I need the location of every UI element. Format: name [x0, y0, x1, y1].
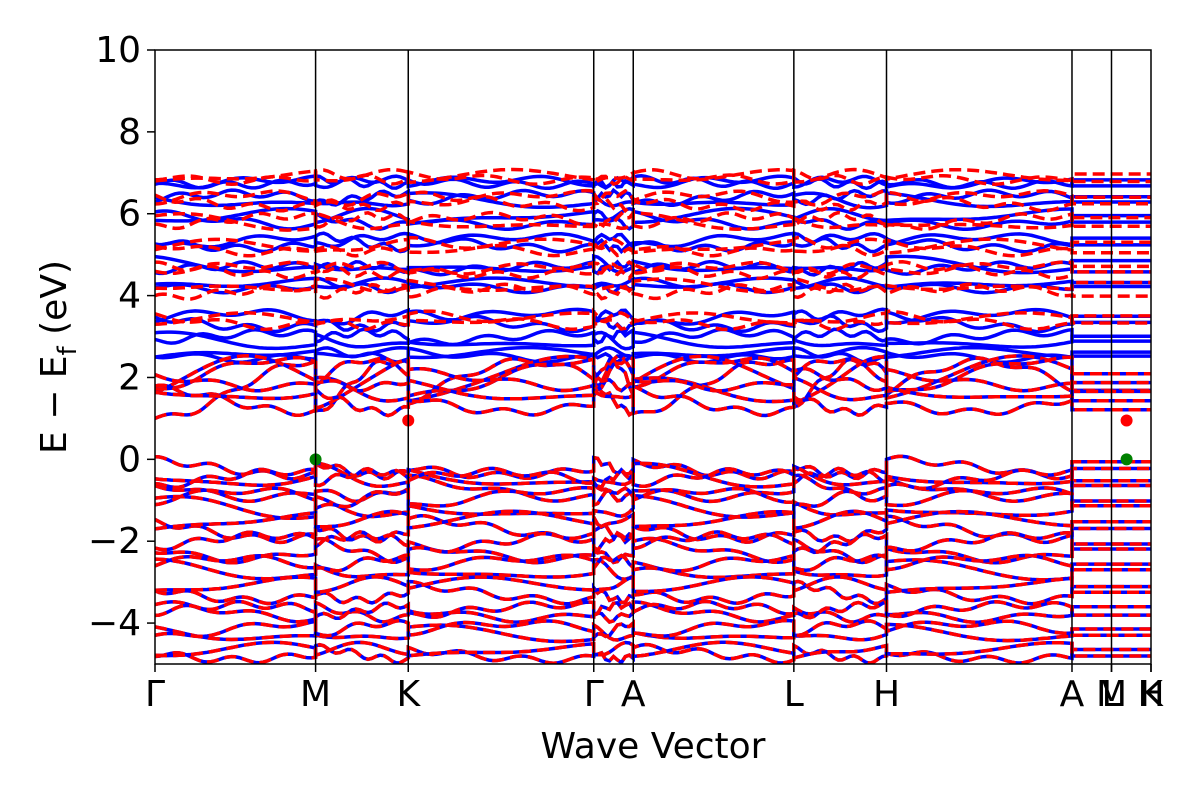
y-axis-label-main: E − E [34, 355, 75, 454]
x-axis-label: Wave Vector [541, 726, 766, 767]
spin-down-band-line [155, 211, 1151, 232]
x-tick-label: M [300, 674, 331, 715]
high-symmetry-lines [314, 50, 1113, 664]
y-axis-label: E − Ef (eV) [34, 260, 83, 454]
spin-down-band-line [155, 464, 1151, 491]
spin-down-band-line [155, 307, 1151, 332]
spin-up-band-line [155, 208, 1151, 231]
y-tick-label: 2 [118, 357, 141, 398]
x-tick-label: A [621, 674, 646, 715]
spin-up-band-line [155, 253, 1151, 275]
plot-frame [154, 49, 1152, 665]
extremum-markers [309, 414, 1133, 466]
spin-down-band-line [155, 461, 1151, 489]
y-tick-label: −4 [88, 603, 141, 644]
spin-up-band-line [155, 206, 1151, 226]
y-tick-label: 0 [118, 439, 141, 480]
y-tick-label: −2 [88, 521, 141, 562]
x-tick-label: M [1096, 674, 1127, 715]
spin-up-band-line [155, 621, 1151, 644]
spin-down-band-line [155, 354, 1151, 411]
spin-up-band-line [155, 330, 1151, 351]
spin-up-band-line [155, 326, 1151, 347]
spin-down-band-line [155, 382, 1151, 418]
spin-down-band-line [155, 575, 1151, 595]
spin-down-band-line [155, 187, 1151, 214]
x-tick-label: L [1101, 674, 1121, 715]
spin-down-band-line [155, 509, 1151, 535]
spin-down-band-line [155, 485, 1151, 512]
x-tick-label: H [1137, 674, 1164, 715]
spin-down-band-line [155, 260, 1151, 276]
spin-down-band-line [155, 510, 1151, 545]
x-axis-ticks: Γ M K Γ A L H A LM KH [145, 664, 1165, 715]
spin-down-band-line [155, 237, 1151, 256]
x-tick-label: H [873, 674, 900, 715]
spin-down-band-line [155, 454, 1151, 482]
spin-down-band-line [155, 640, 1151, 661]
x-tick-label: L [784, 674, 804, 715]
x-tick-label: K [1139, 674, 1164, 715]
spin-up-band-line [155, 276, 1151, 291]
spin-down-band-line [155, 365, 1151, 393]
spin-down-band-line [155, 599, 1151, 620]
cbm-marker [1120, 414, 1133, 427]
y-tick-label: 8 [118, 112, 141, 153]
spin-up-band-line [155, 575, 1151, 595]
x-tick-label: A [1060, 674, 1085, 715]
x-tick-label: Γ [584, 674, 604, 715]
spin-down-band-line [155, 276, 1151, 294]
spin-down-band-line [155, 473, 1151, 504]
spin-down-band-line [155, 356, 1151, 421]
x-tick-label: Γ [145, 674, 165, 715]
y-tick-label: 10 [95, 30, 141, 71]
band-lines [155, 167, 1151, 664]
spin-down-band-line [155, 375, 1151, 404]
spin-down-band-line [155, 235, 1151, 258]
spin-down-band-line [155, 188, 1151, 209]
y-axis-label-unit: (eV) [34, 260, 75, 346]
spin-down-band-line [155, 208, 1151, 231]
spin-down-band-line [155, 530, 1151, 555]
y-axis-label-sub: f [53, 345, 83, 355]
y-axis-ticks: −4 −2 0 2 4 6 8 10 [88, 30, 155, 644]
spin-down-band-line [155, 642, 1151, 664]
spin-up-band-line [155, 231, 1151, 255]
spin-down-band-line [155, 167, 1151, 186]
vbm-marker [1120, 453, 1133, 466]
y-tick-label: 4 [118, 276, 141, 317]
spin-down-band-line [155, 618, 1151, 642]
y-tick-label: 6 [118, 194, 141, 235]
spin-down-band-line [155, 167, 1151, 186]
spin-down-band-line [155, 552, 1151, 574]
x-tick-label: K [396, 674, 421, 715]
